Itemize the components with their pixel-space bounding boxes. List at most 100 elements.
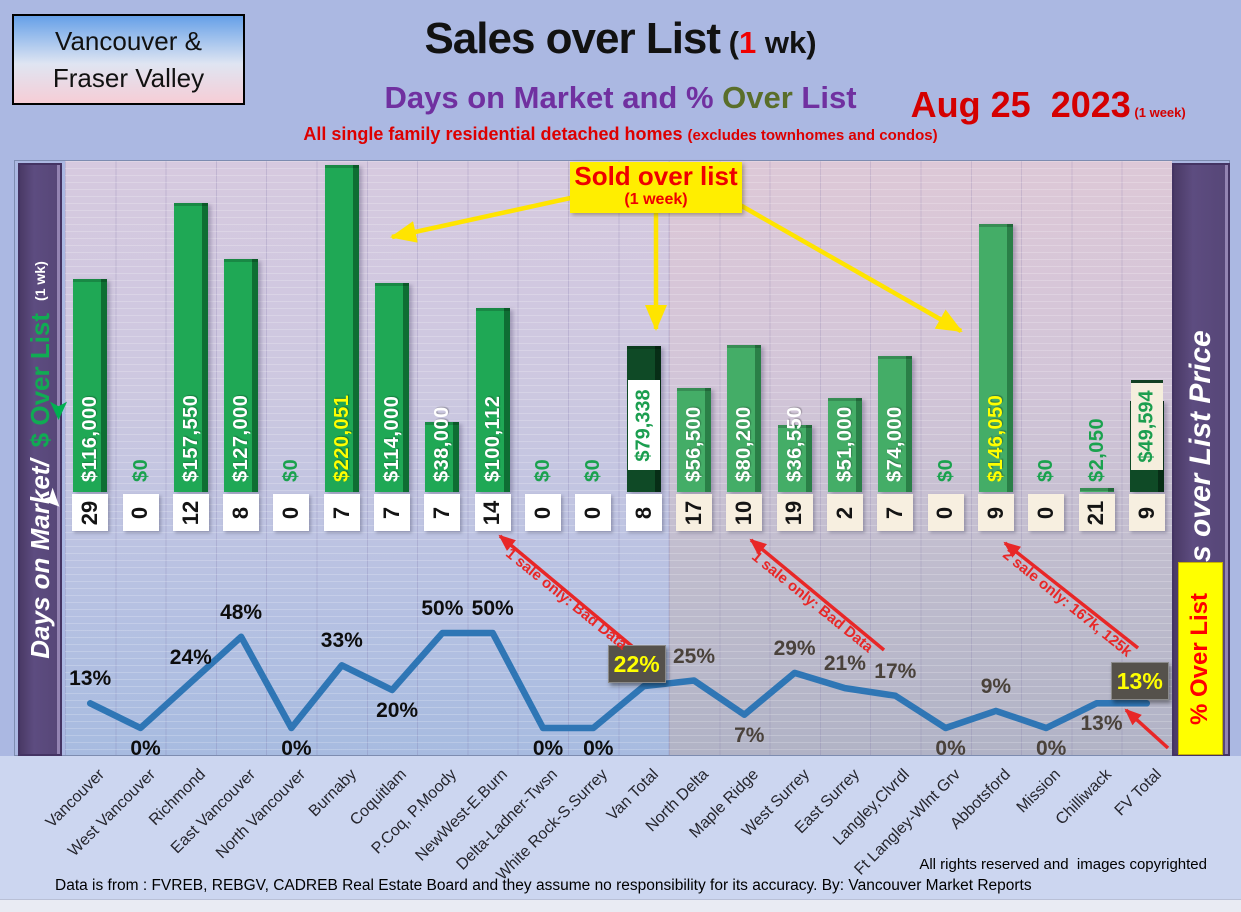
- pct-label: 48%: [220, 600, 263, 624]
- days-on-market-box: 9: [1128, 494, 1165, 531]
- days-on-market-box: 19: [776, 494, 813, 531]
- bar: [777, 425, 812, 492]
- title-paren-rest: wk): [756, 25, 817, 60]
- bar: [224, 259, 259, 492]
- pct-label: 0%: [532, 737, 564, 760]
- footer-disclaimer: Data is from : FVREB, REBGV, CADREB Real…: [55, 877, 1032, 894]
- bar: [173, 203, 208, 492]
- pct-label: 50%: [471, 597, 514, 620]
- region-label-line2: Fraser Valley: [52, 63, 205, 93]
- bar: [475, 308, 510, 492]
- page-subtitle: Days on Market and % Over List: [0, 80, 1241, 116]
- left-axis-sidebar: [18, 163, 62, 756]
- days-on-market-box: 7: [374, 494, 411, 531]
- bar: [677, 388, 711, 492]
- days-on-market-box: 0: [1028, 494, 1065, 531]
- bar: [324, 165, 359, 492]
- bar: [978, 224, 1013, 492]
- bar-value-label: $114,000: [381, 395, 404, 482]
- title-paren-open: (: [720, 25, 739, 60]
- pct-label: 0%: [130, 737, 161, 760]
- bar-value-label: $0: [532, 458, 554, 482]
- bar: [73, 279, 108, 492]
- bar: [375, 283, 410, 492]
- days-on-market-box: 2: [826, 494, 863, 531]
- days-on-market-box: 21: [1078, 494, 1115, 531]
- pct-label: 0%: [1036, 737, 1067, 760]
- vancouver-panel: [65, 161, 669, 755]
- pct-label: 33%: [320, 629, 363, 653]
- days-on-market-box: 9: [977, 494, 1014, 531]
- bar-value-label: $0: [1035, 458, 1058, 482]
- dollar-axis-arrow-icon: ➤: [45, 399, 73, 421]
- days-on-market-box: 0: [927, 494, 964, 531]
- bar-value-label: $80,200: [733, 406, 756, 482]
- pct-label: 9%: [980, 674, 1012, 698]
- pct-label: 0%: [935, 737, 966, 760]
- pct-label: 25%: [672, 644, 716, 668]
- days-on-market-box: 8: [223, 494, 260, 531]
- bar: [827, 398, 862, 492]
- bar: [727, 345, 762, 492]
- title-main: Sales over List: [424, 14, 721, 63]
- days-on-market-box: 7: [424, 494, 461, 531]
- bar: [425, 422, 460, 492]
- pct-label: 50%: [421, 597, 464, 620]
- bar-value-label: $2,050: [1085, 417, 1108, 482]
- region-label-line1: Vancouver &: [55, 26, 202, 56]
- footer-copyright: All rights reserved and images copyright…: [919, 856, 1207, 873]
- bar-value-label: $49,594: [1130, 380, 1163, 470]
- date-main: Aug 25 2023: [910, 84, 1131, 125]
- bar-value-label: $56,500: [683, 406, 705, 482]
- pct-label: 13%: [1080, 712, 1123, 736]
- callout-subtitle: (1 week): [624, 191, 688, 208]
- pct-label: 24%: [169, 646, 212, 670]
- report-date: Aug 25 2023 (1 week): [872, 42, 1186, 168]
- date-week-note: (1 week): [1130, 105, 1186, 120]
- sold-over-list-callout: Sold over list (1 week): [570, 162, 742, 213]
- subtitle-over: Over: [722, 80, 793, 115]
- days-on-market-box: 8: [625, 494, 662, 531]
- bar-value-label: $0: [934, 458, 957, 482]
- page-tagline: All single family residential detached h…: [0, 124, 1241, 145]
- bar-value-label: $127,000: [230, 394, 253, 482]
- bar-value-label: $157,550: [179, 394, 202, 482]
- pct-label-box: 13%: [1110, 662, 1169, 701]
- days-on-market-box: 0: [525, 494, 561, 531]
- bar-value-label: $220,051: [330, 394, 353, 482]
- days-on-market-box: 29: [72, 494, 109, 531]
- subtitle-post: List: [792, 80, 857, 115]
- xaxis-band: [0, 756, 1241, 899]
- subtitle-pre: Days on Market and %: [384, 80, 723, 115]
- pct-label: 0%: [583, 737, 614, 760]
- days-on-market-box: 7: [323, 494, 360, 531]
- pct-label: 29%: [773, 636, 816, 660]
- bottom-strip: [0, 899, 1241, 912]
- days-on-market-box: 10: [726, 494, 763, 531]
- pct-over-list-label: % Over List: [1178, 562, 1223, 755]
- bar-value-label: $0: [582, 458, 605, 482]
- pct-label: 13%: [69, 667, 112, 691]
- title-week-count: 1: [739, 25, 757, 60]
- pct-label: 7%: [734, 723, 765, 747]
- days-on-market-box: 14: [474, 494, 511, 531]
- bar: [878, 356, 913, 492]
- bar-value-label: $146,050: [984, 394, 1007, 482]
- tagline-main: All single family residential detached h…: [303, 124, 688, 144]
- bar-value-label: $0: [129, 458, 152, 482]
- bar-value-label: $36,550: [783, 406, 806, 482]
- pct-label: 0%: [281, 737, 312, 760]
- bar-value-label: $74,000: [884, 406, 907, 482]
- pct-label: 21%: [823, 652, 866, 676]
- days-on-market-box: 0: [122, 494, 159, 531]
- page-title: Sales over List (1 wk): [0, 14, 1241, 64]
- tagline-paren: (excludes townhomes and condos): [687, 127, 938, 144]
- days-on-market-box: 0: [273, 494, 310, 531]
- days-on-market-box: 0: [575, 494, 612, 531]
- callout-title: Sold over list: [574, 161, 738, 191]
- days-on-market-box: 12: [172, 494, 209, 531]
- bar-value-label: $38,000: [431, 406, 454, 482]
- pct-label: 17%: [874, 659, 917, 683]
- bar-value-label: $116,000: [79, 395, 102, 482]
